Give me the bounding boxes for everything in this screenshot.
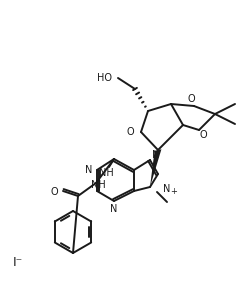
- Text: O: O: [126, 127, 134, 137]
- Text: HO: HO: [97, 73, 112, 83]
- Text: I⁻: I⁻: [13, 256, 23, 269]
- Text: N: N: [110, 204, 117, 214]
- Text: NH: NH: [90, 180, 105, 190]
- Text: N: N: [152, 150, 159, 160]
- Polygon shape: [149, 149, 161, 187]
- Text: N: N: [84, 165, 92, 175]
- Text: +: +: [170, 188, 176, 196]
- Text: O: O: [198, 130, 206, 140]
- Text: NH: NH: [98, 168, 113, 178]
- Text: N: N: [162, 184, 170, 194]
- Text: O: O: [186, 94, 194, 104]
- Text: O: O: [50, 187, 58, 197]
